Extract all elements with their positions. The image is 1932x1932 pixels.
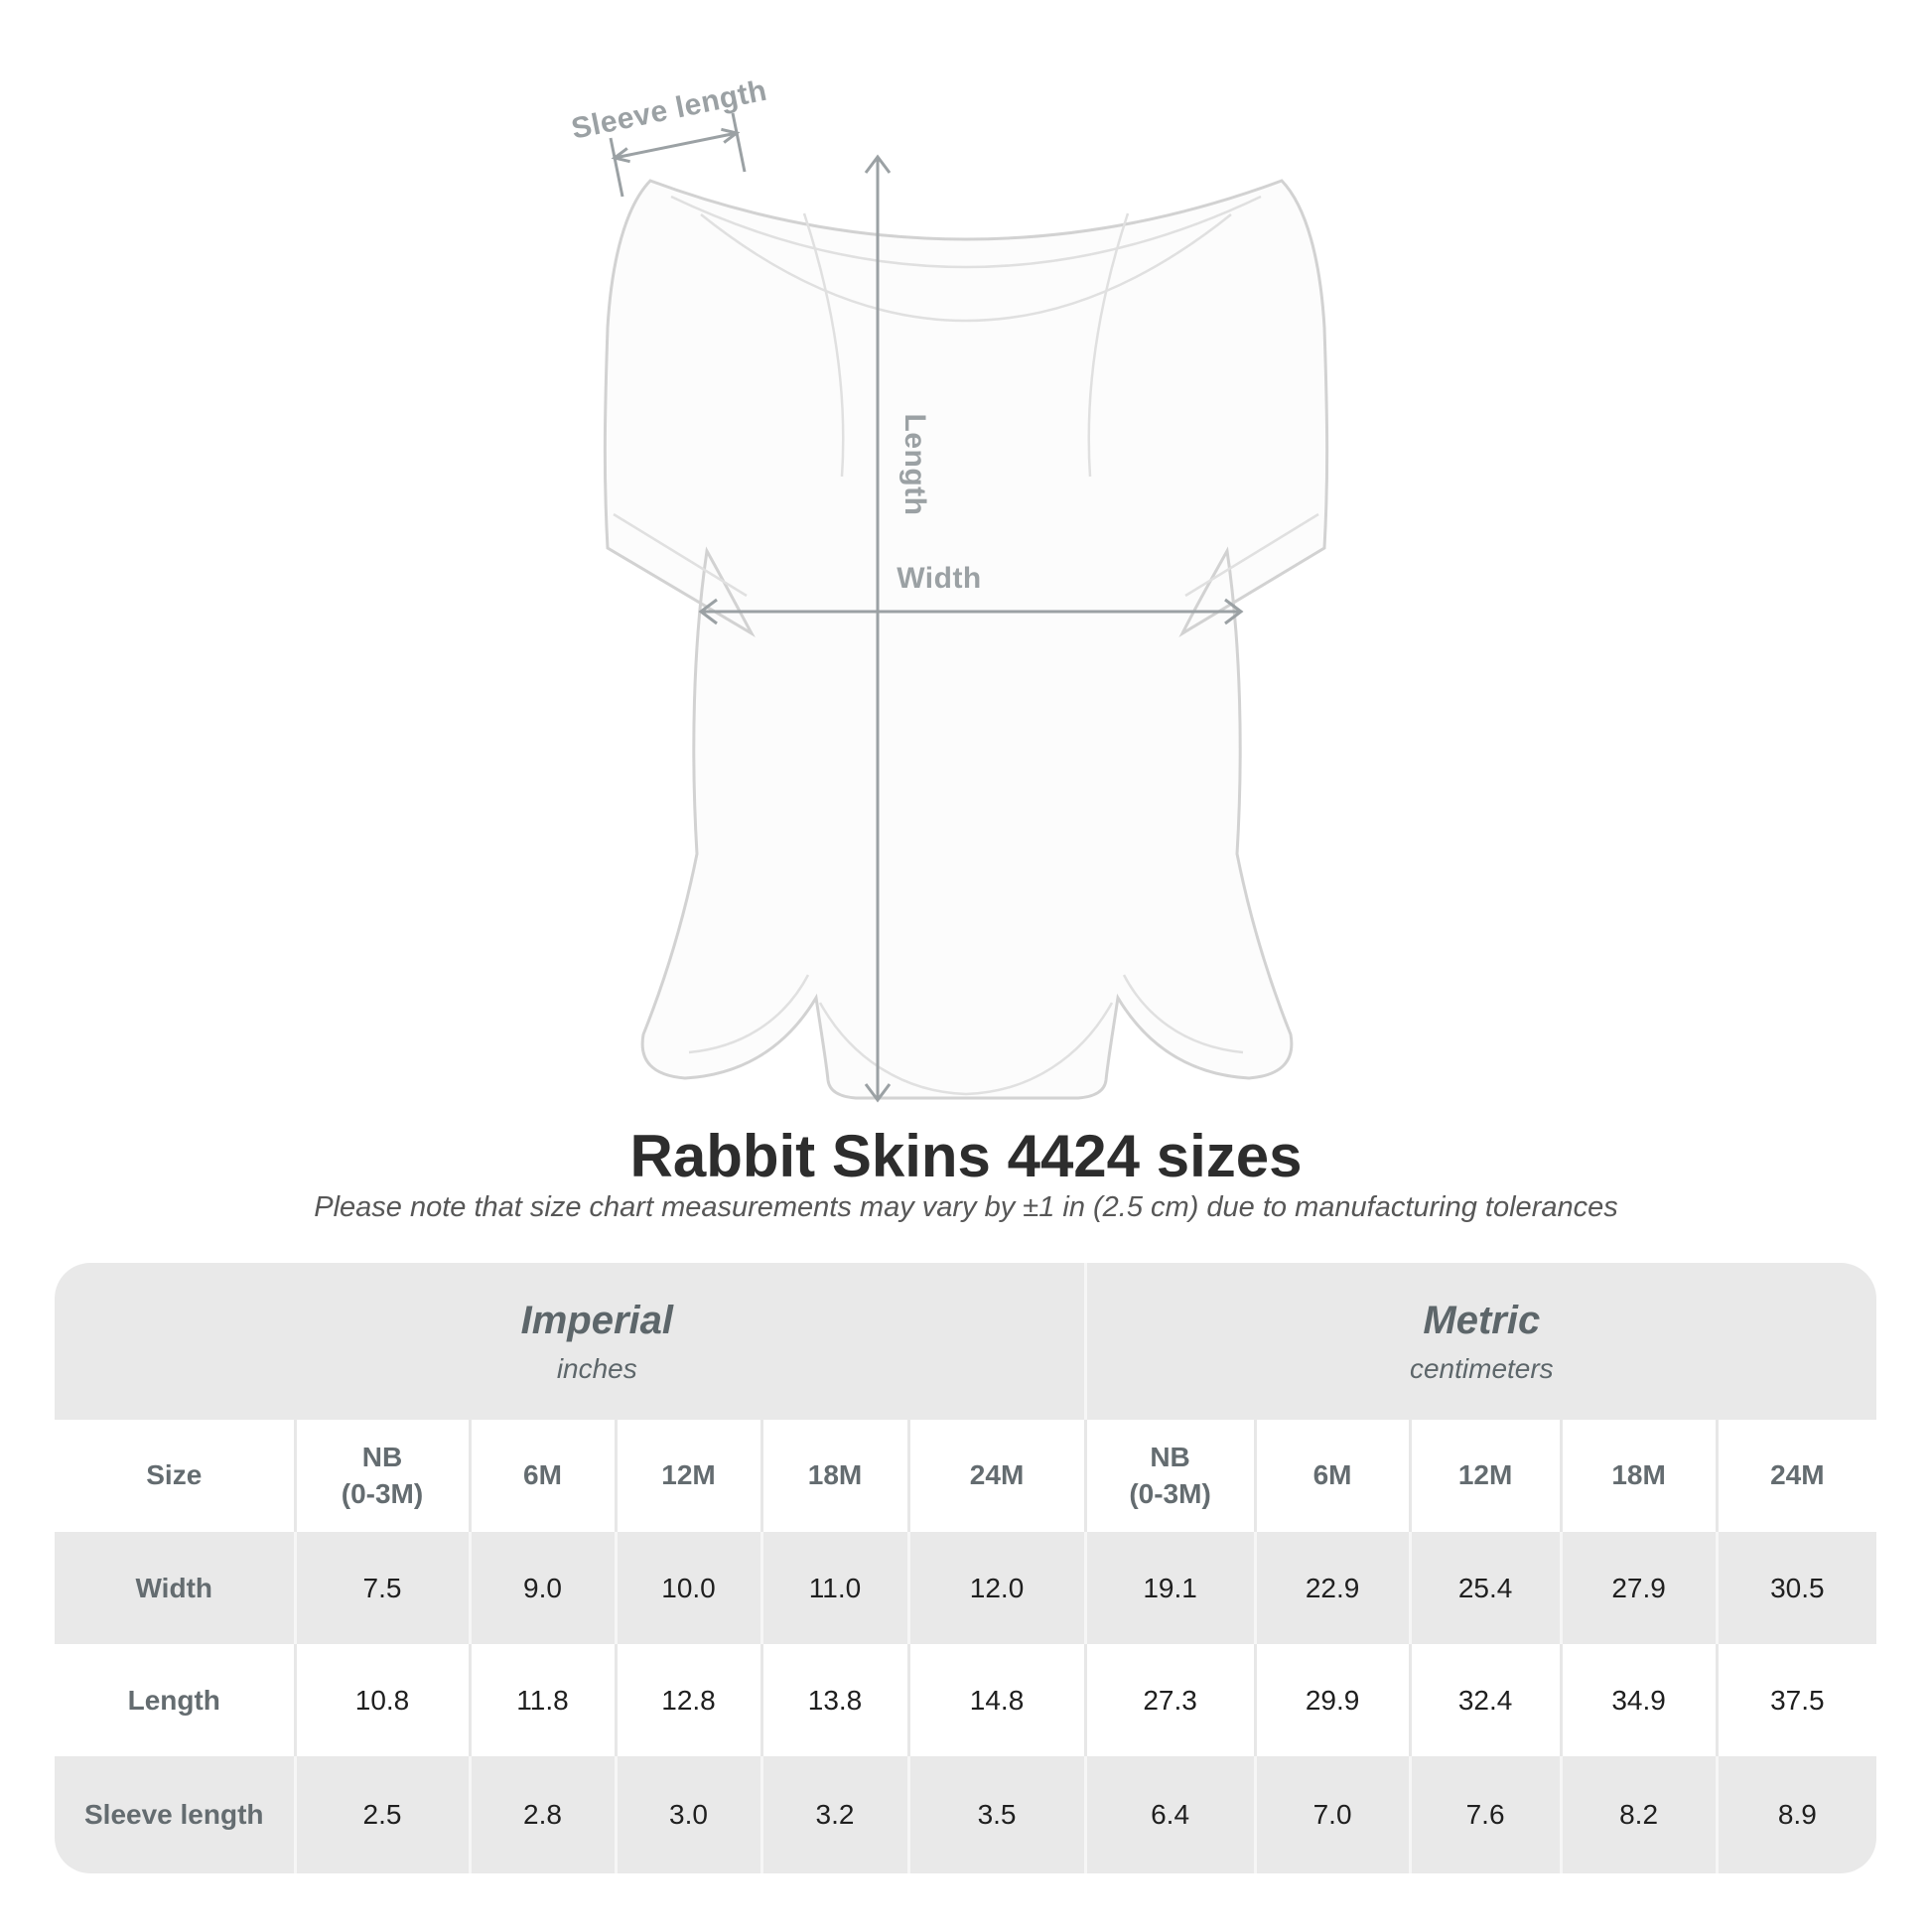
column-header-nb-imperial: NB (0-3M) (293, 1420, 470, 1532)
right-cuff-seam (1184, 512, 1319, 598)
sleeve-6m-metric: 7.0 (1253, 1756, 1411, 1873)
sleeve-24m-metric: 8.9 (1715, 1756, 1876, 1873)
left-armhole-seam (802, 212, 845, 478)
column-header-24m-imperial: 24M (906, 1420, 1086, 1532)
inches-label: inches (556, 1352, 637, 1384)
right-armhole-seam (1087, 212, 1130, 478)
length-18m-metric: 34.9 (1559, 1644, 1718, 1756)
column-header-24m-metric: 24M (1715, 1420, 1876, 1532)
width-24m-imperial: 12.0 (906, 1532, 1086, 1644)
imperial-unit-header: Imperial inches (55, 1263, 1086, 1420)
sleeve-18m-metric: 8.2 (1559, 1756, 1718, 1873)
length-dimension-arrow (864, 154, 892, 1103)
column-header-18m-metric: 18M (1559, 1420, 1718, 1532)
sleeve-12m-imperial: 3.0 (614, 1756, 761, 1873)
length-6m-imperial: 11.8 (468, 1644, 616, 1756)
column-header-18m-imperial: 18M (759, 1420, 908, 1532)
sleeve-18m-imperial: 3.2 (759, 1756, 908, 1873)
width-nb-metric: 19.1 (1083, 1532, 1256, 1644)
width-label: Width (897, 562, 982, 595)
length-24m-imperial: 14.8 (906, 1644, 1086, 1756)
width-row: Width 7.5 9.0 10.0 11.0 12.0 19.1 22.9 2… (55, 1532, 1876, 1644)
row-label-length: Length (127, 1684, 220, 1716)
width-12m-imperial: 10.0 (614, 1532, 761, 1644)
sleeve-nb-metric: 6.4 (1083, 1756, 1256, 1873)
width-dimension-arrow (698, 598, 1244, 625)
length-label: Length (898, 414, 931, 516)
metric-unit-header: Metric centimeters (1083, 1263, 1876, 1420)
column-header-nb-metric: NB (0-3M) (1083, 1420, 1256, 1532)
page-title: Rabbit Skins 4424 sizes (629, 1123, 1303, 1189)
column-header-row: Size NB (0-3M) 6M 12M 18M 24M NB (0-3M) … (55, 1420, 1876, 1532)
column-header-12m-imperial: 12M (614, 1420, 761, 1532)
crotch-flap-seam (818, 1002, 1114, 1096)
length-nb-metric: 27.3 (1083, 1644, 1256, 1756)
width-6m-imperial: 9.0 (468, 1532, 616, 1644)
length-18m-imperial: 13.8 (759, 1644, 908, 1756)
sleeve-6m-imperial: 2.8 (468, 1756, 616, 1873)
centimeters-label: centimeters (1409, 1352, 1554, 1384)
column-header-6m-imperial: 6M (468, 1420, 616, 1532)
length-12m-imperial: 12.8 (614, 1644, 761, 1756)
width-6m-metric: 22.9 (1253, 1532, 1411, 1644)
size-chart-table: Imperial inches Metric centimeters Size … (55, 1263, 1876, 1873)
sleeve-length-label: Sleeve length (569, 74, 769, 146)
row-label-width: Width (135, 1572, 213, 1603)
neckband-seam (670, 195, 1262, 269)
metric-label: Metric (1423, 1298, 1541, 1342)
width-18m-imperial: 11.0 (759, 1532, 908, 1644)
width-24m-metric: 30.5 (1715, 1532, 1876, 1644)
left-cuff-seam (613, 512, 748, 598)
width-18m-metric: 27.9 (1559, 1532, 1718, 1644)
length-12m-metric: 32.4 (1408, 1644, 1562, 1756)
row-label-sleeve-length: Sleeve length (83, 1799, 264, 1830)
imperial-label: Imperial (520, 1298, 673, 1342)
right-leg-binding-seam (1122, 974, 1244, 1054)
tolerance-note: Please note that size chart measurements… (314, 1191, 1618, 1223)
column-header-6m-metric: 6M (1253, 1420, 1411, 1532)
front-neck-opening-seam (700, 213, 1232, 323)
column-header-12m-metric: 12M (1408, 1420, 1562, 1532)
length-nb-imperial: 10.8 (293, 1644, 470, 1756)
length-6m-metric: 29.9 (1253, 1644, 1411, 1756)
width-12m-metric: 25.4 (1408, 1532, 1562, 1644)
length-row: Length 10.8 11.8 12.8 13.8 14.8 27.3 29.… (55, 1644, 1876, 1756)
sleeve-length-dimension-arrow (609, 112, 747, 198)
size-column-header: Size (146, 1459, 203, 1491)
bodysuit-size-diagram: Sleeve length Length Width (569, 74, 1329, 1103)
length-24m-metric: 37.5 (1715, 1644, 1876, 1756)
bodysuit-outline (603, 179, 1329, 1100)
left-leg-binding-seam (688, 974, 810, 1054)
sleeve-length-row: Sleeve length 2.5 2.8 3.0 3.2 3.5 6.4 7.… (55, 1756, 1876, 1873)
width-nb-imperial: 7.5 (293, 1532, 470, 1644)
sleeve-24m-imperial: 3.5 (906, 1756, 1086, 1873)
unit-group-row: Imperial inches Metric centimeters (55, 1263, 1876, 1420)
sleeve-12m-metric: 7.6 (1408, 1756, 1562, 1873)
sleeve-nb-imperial: 2.5 (293, 1756, 470, 1873)
